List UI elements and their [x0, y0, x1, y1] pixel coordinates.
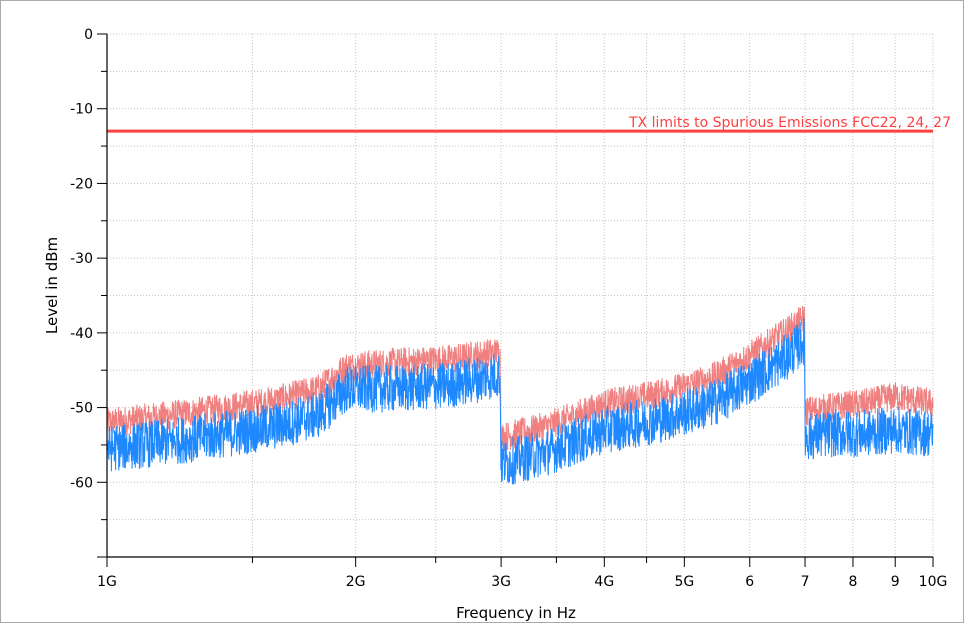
x-tick-label: 1G	[97, 574, 117, 590]
y-tick-label: -10	[70, 102, 93, 118]
y-tick-label: 0	[84, 27, 93, 43]
y-tick-label: -40	[70, 326, 93, 342]
y-tick-label: -50	[70, 401, 93, 417]
x-axis-ticks: 1G 2G 3G 4G 5G 6 7 8 9 10G	[97, 557, 947, 590]
x-axis-label: Frequency in Hz	[456, 604, 576, 622]
y-tick-label: -60	[70, 475, 93, 491]
limit-line-label: TX limits to Spurious Emissions FCC22, 2…	[628, 115, 951, 131]
x-tick-label: 4G	[594, 574, 614, 590]
y-axis-ticks: 0 -10 -20 -30 -40 -50 -60	[70, 27, 107, 558]
grid	[106, 33, 934, 558]
series-layer	[106, 305, 934, 485]
x-tick-label: 2G	[346, 574, 366, 590]
y-axis-label: Level in dBm	[43, 237, 61, 334]
x-tick-label: 3G	[491, 574, 511, 590]
y-tick-label: -20	[70, 176, 93, 192]
y-tick-label: -30	[70, 251, 93, 267]
x-tick-label: 6	[745, 574, 754, 590]
x-tick-label: 7	[801, 574, 810, 590]
x-tick-label: 10G	[919, 574, 948, 590]
series-average	[106, 316, 934, 485]
x-tick-label: 9	[891, 574, 900, 590]
x-tick-label: 8	[848, 574, 857, 590]
x-tick-label: 5G	[674, 574, 694, 590]
